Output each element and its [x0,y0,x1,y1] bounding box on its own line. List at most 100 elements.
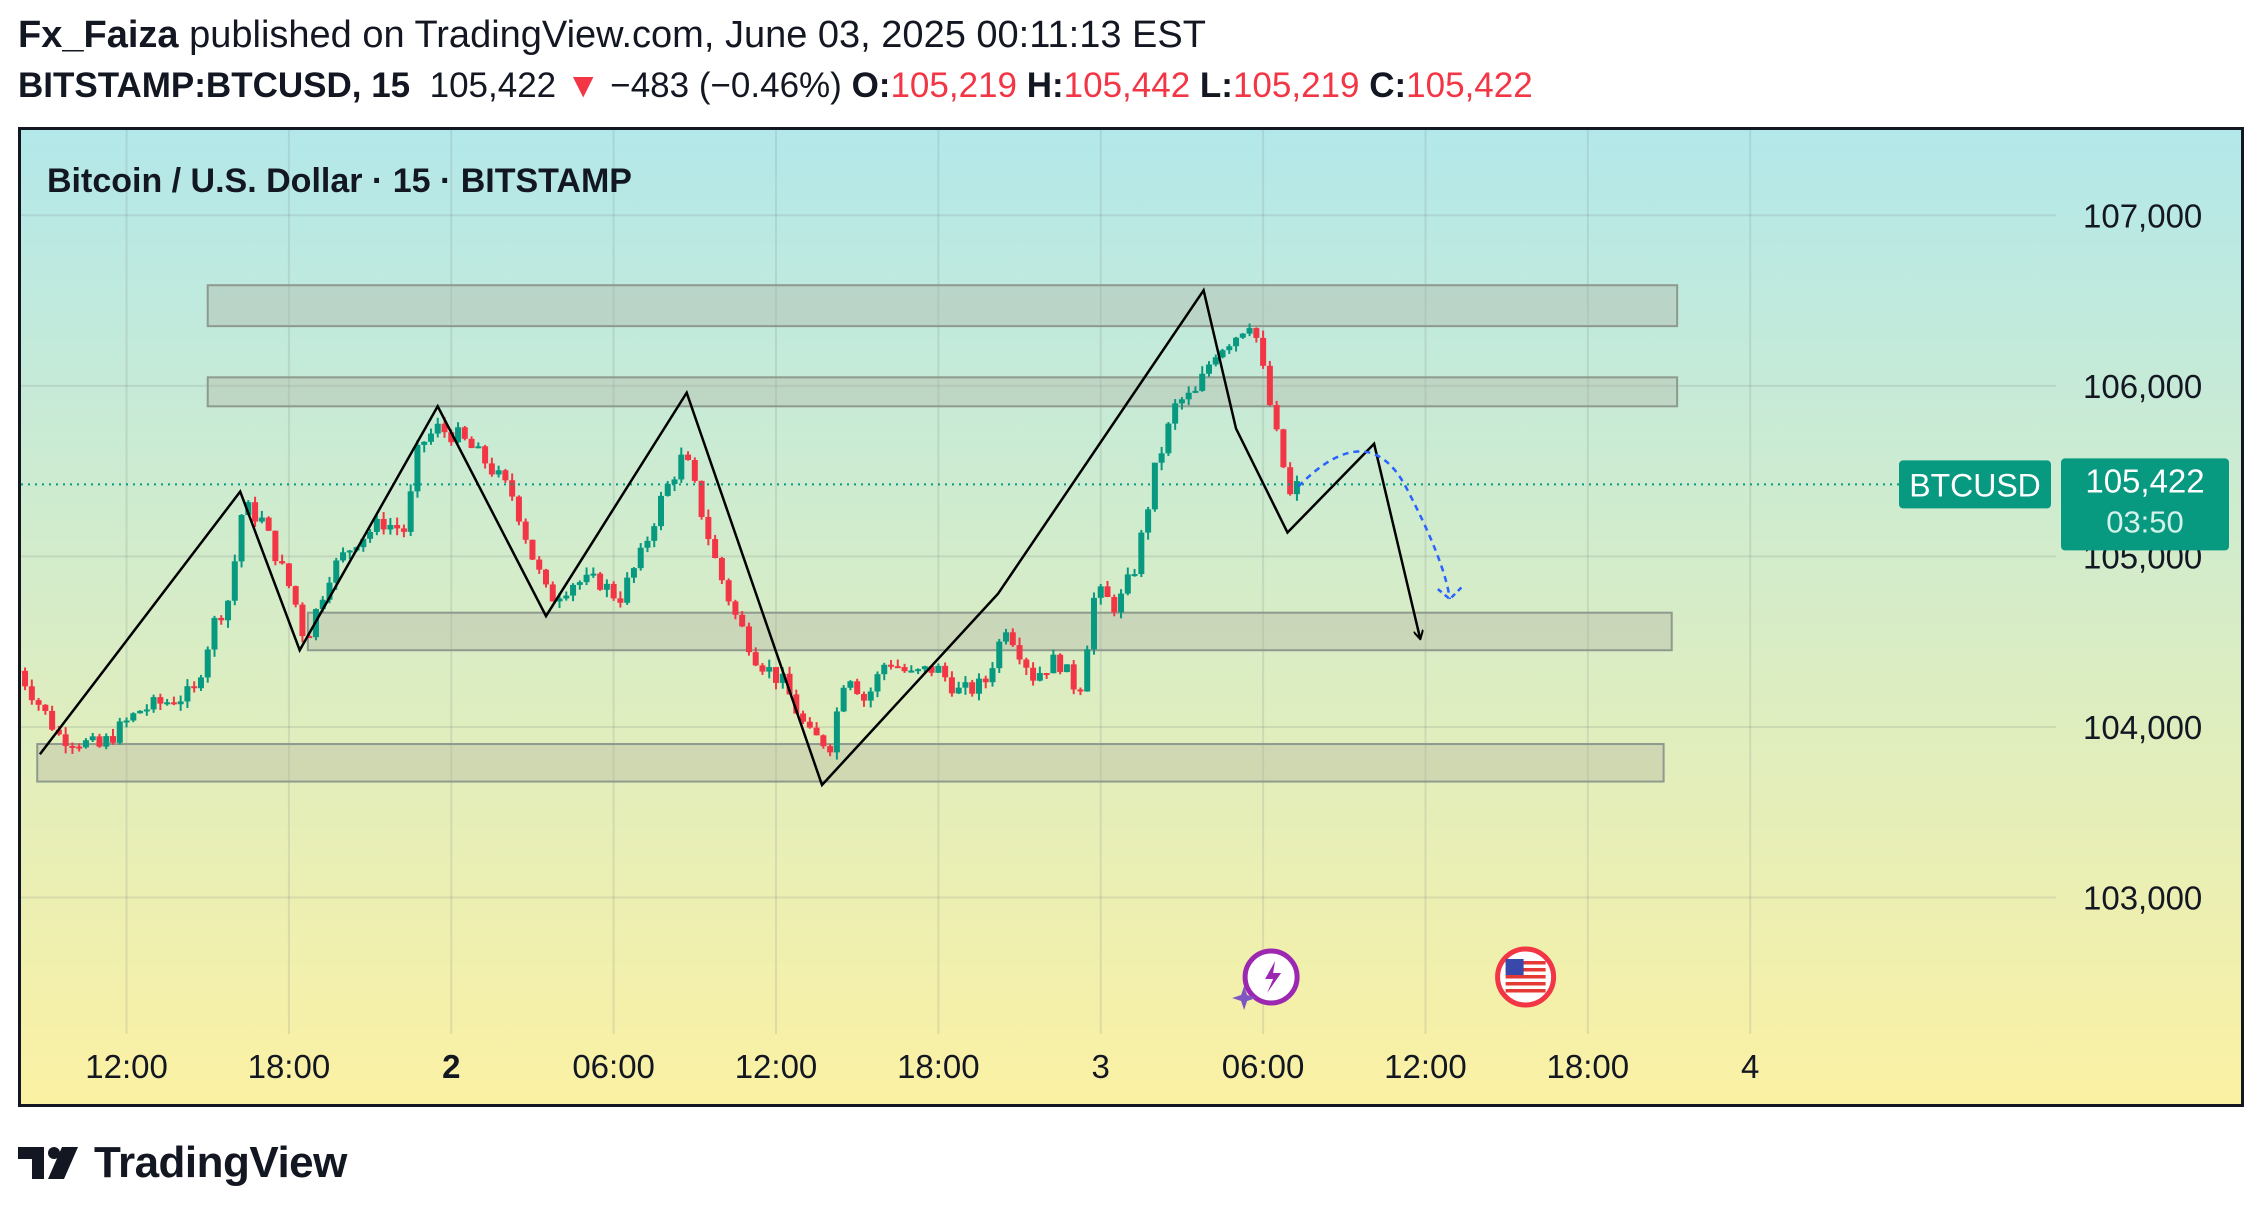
candle-body [1124,574,1131,594]
candle-body [820,735,827,747]
candle-body [1280,429,1287,468]
candle-body [35,700,42,705]
y-axis-tick-label: 106,000 [2083,368,2202,405]
close-label: C: [1369,66,1407,105]
candle-body [556,598,563,602]
symbol-line: BITSTAMP:BTCUSD, 15 105,422 ▼ −483 (−0.4… [18,62,1533,110]
author-name[interactable]: Fx_Faiza [18,14,179,56]
candle-body [103,736,110,747]
candle-body [867,691,874,701]
symbol-name[interactable]: BITSTAMP:BTCUSD, 15 [18,66,411,105]
candle-body [238,515,245,562]
candle-body [833,711,840,753]
symbol-price-tag [1899,460,2051,509]
candle-body [840,687,847,712]
candle-body [28,686,35,701]
x-axis-tick-label: 12:00 [85,1048,168,1085]
candle-body [434,423,441,434]
candle-body [894,666,901,669]
candle-body [1233,337,1240,347]
publisher-line: Fx_Faiza published on TradingView.com, J… [18,10,1206,60]
low-label: L: [1199,66,1233,105]
candle-body [1192,390,1199,393]
zone-rectangle [206,376,1679,408]
candle-body [1293,481,1300,495]
candle-body [793,694,800,714]
candle-body [1226,346,1233,351]
candle-body [806,721,813,728]
high-value: 105,442 [1063,66,1191,105]
candle-body [1023,659,1030,668]
candle-body [400,528,407,532]
price-chart[interactable]: Bitcoin / U.S. Dollar · 15 · BITSTAMP 103… [21,130,2241,1104]
candle-body [76,746,83,749]
candle-body [563,595,570,599]
candle-body [367,531,374,539]
projection-dashed-path [1297,450,1452,600]
y-axis-tick-label: 104,000 [2083,709,2202,746]
candle-body [150,697,157,710]
candle-body [1205,364,1212,374]
candle-body [773,667,780,683]
candle-body [82,740,89,748]
candle-body [637,547,644,569]
candle-body [394,524,401,529]
candle-body [779,673,786,683]
chart-frame[interactable]: Bitcoin / U.S. Dollar · 15 · BITSTAMP 103… [18,127,2244,1107]
candle-body [1287,467,1294,495]
tradingview-logo-icon [18,1147,78,1179]
candle-body [1104,586,1111,598]
candle-body [218,617,225,621]
x-axis-tick-label: 12:00 [1384,1048,1467,1085]
candle-body [170,702,177,705]
candle-body [1138,532,1145,575]
y-axis-tick-label: 107,000 [2083,197,2202,234]
candle-body [975,678,982,694]
footer-brand[interactable]: TradingView [18,1133,347,1193]
last-price-value: 105,422 [2085,462,2204,499]
candle-body [725,580,732,602]
candle-body [1260,337,1267,366]
candle-body [407,491,414,532]
x-axis-tick-label: 18:00 [1547,1048,1630,1085]
candle-body [360,538,367,548]
candle-body [89,736,96,741]
open-value: 105,219 [890,66,1017,105]
candle-body [326,582,333,600]
candle-body [542,569,549,585]
candle-body [55,729,62,735]
candle-body [942,665,949,678]
candle-body [888,664,895,667]
chart-title: Bitcoin / U.S. Dollar · 15 · BITSTAMP [47,162,632,200]
candle-body [928,666,935,673]
candle-body [948,677,955,694]
candle-body [69,745,76,748]
candle-body [143,709,150,712]
candle-body [1185,392,1192,400]
candle-body [915,669,922,672]
price-change: −483 (−0.46%) [610,66,842,105]
candle-body [901,667,908,672]
candle-body [576,582,583,585]
candle-body [157,697,164,704]
candle-body [996,641,1003,669]
candle-body [110,736,117,743]
lightning-event-icon [1232,948,1300,1010]
candle-body [786,673,793,695]
candle-body [62,734,69,746]
zone-rectangle [206,284,1679,328]
candle-body [333,560,340,583]
y-axis-tick-label: 103,000 [2083,880,2202,917]
candle-body [597,573,604,590]
candle-body [759,665,766,672]
candle-body [1009,632,1016,646]
candle-body [1165,423,1172,454]
candle-body [570,584,577,596]
candle-body [1057,654,1064,673]
candle-body [752,652,759,666]
candle-body [1131,574,1138,577]
x-axis-tick-label: 18:00 [248,1048,331,1085]
candle-body [1030,667,1037,681]
candle-body [1063,664,1070,673]
candle-body [657,495,664,527]
